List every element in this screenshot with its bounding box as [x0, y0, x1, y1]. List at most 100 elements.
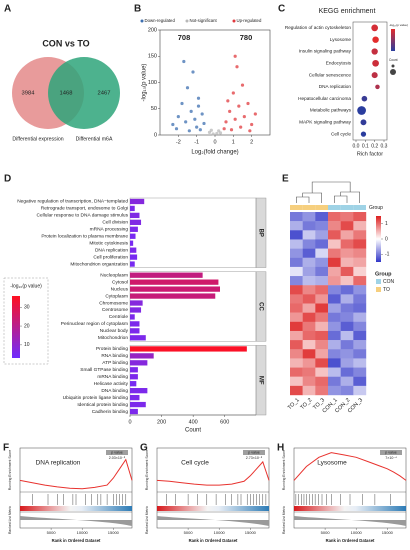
x-tick-label: 0.1: [362, 143, 369, 149]
category-label: Cell proliferation: [93, 254, 128, 260]
panel-label: F: [3, 443, 9, 454]
heatmap-cell: [315, 221, 329, 231]
bar: [130, 394, 140, 401]
bar: [130, 346, 247, 352]
point: [211, 132, 215, 136]
x-axis-title: Count: [185, 428, 201, 434]
heatmap-cell: [353, 239, 367, 249]
heatmap-cell: [328, 312, 341, 322]
heatmap-cell: [353, 367, 367, 377]
plot-frame: [293, 447, 407, 529]
heatmap-cell: [328, 330, 341, 341]
heatmap-cell: [302, 303, 316, 313]
point: [176, 115, 180, 119]
category-label: Lysosome: [330, 37, 352, 42]
category-label: Protein binding: [96, 346, 128, 352]
category-label: Ubiquitin protein ligase binding: [63, 395, 129, 401]
x-tick-label: 0.2: [371, 143, 378, 149]
heatmap-cell: [315, 239, 329, 249]
y-axis-title: -log₁₀(p value): [142, 64, 148, 102]
category-label: Chromosome: [99, 300, 128, 306]
series-count: 708: [178, 33, 191, 42]
heatmap-cell: [290, 349, 303, 359]
point: [217, 129, 221, 133]
heatmap-cell: [290, 367, 303, 377]
x-tick-label: 10000: [214, 530, 226, 535]
heatmap-cell: [302, 285, 316, 295]
rank-strip: [157, 506, 269, 511]
heatmap-cell: [290, 358, 303, 368]
heatmap-cell: [328, 340, 341, 350]
point: [189, 109, 193, 113]
heatmap-cell: [353, 340, 367, 350]
heatmap-cell: [315, 376, 329, 387]
rank-metric: [20, 516, 132, 526]
venn-count: 2467: [98, 91, 111, 97]
category-label: Cell cycle: [331, 131, 351, 136]
legend-swatch: [232, 19, 236, 23]
heatmap-cell: [302, 276, 316, 286]
heatmap-cell: [340, 330, 354, 341]
heatmap-cell: [328, 257, 341, 268]
x-tick-label: 15000: [245, 530, 257, 535]
point: [228, 109, 232, 113]
point: [224, 120, 228, 124]
y-axis-title: Running Enrichment Score: [8, 450, 12, 491]
heatmap-cell: [302, 257, 316, 268]
panel-label: E: [282, 174, 289, 185]
color-legend-bar: [12, 296, 20, 358]
bar: [130, 205, 135, 212]
heatmap-cell: [315, 276, 329, 286]
heatmap-cell: [353, 212, 367, 222]
heatmap-cell: [290, 340, 303, 350]
plot-frame: [159, 29, 271, 136]
legend-label: TO: [383, 287, 390, 293]
bar: [130, 381, 137, 387]
point: [180, 101, 184, 106]
heatmap-cell: [328, 285, 341, 295]
legend-swatch: [185, 19, 189, 23]
x-tick-label: 10000: [351, 530, 363, 535]
heatmap-cell: [315, 303, 329, 313]
heatmap-cell: [353, 276, 367, 286]
point: [233, 117, 237, 121]
heatmap-cell: [353, 321, 367, 332]
metric-axis-title: Ranked List Metric: [282, 506, 286, 534]
bar: [130, 198, 145, 205]
heatmap-cell: [290, 303, 303, 313]
p-value-label: p value: [111, 451, 123, 455]
heatmap-cell: [340, 303, 354, 313]
x-axis-title: Rank in Ordered Dataset: [189, 538, 238, 543]
p-value-label: p value: [248, 451, 260, 455]
category-label: RNA binding: [101, 353, 128, 359]
bar: [130, 335, 146, 341]
heatmap-cell: [315, 312, 329, 322]
y-axis-title: Running Enrichment Score: [282, 450, 286, 491]
group-annotation: [290, 205, 303, 210]
enrichment-curve: [156, 460, 270, 486]
category-label: mRNA binding: [97, 374, 128, 380]
x-tick-label: 0.3: [381, 143, 388, 149]
heatmap-cell: [315, 230, 329, 240]
p-value-box: [106, 450, 128, 455]
gsea-title: Cell cycle: [181, 460, 209, 467]
heatmap-cell: [328, 385, 341, 396]
point: [209, 128, 213, 132]
heatmap-cell: [328, 358, 341, 368]
heatmap-cell: [328, 276, 341, 286]
heatmap-cell: [328, 321, 341, 332]
y-tick-label: 150: [148, 54, 157, 60]
heatmap-cell: [290, 221, 303, 231]
group-label: CC: [257, 302, 263, 311]
heatmap-cell: [340, 266, 354, 277]
y-tick-label: 200: [148, 27, 157, 33]
plot-frame: [156, 447, 270, 529]
venn-title: CON vs TO: [42, 38, 89, 48]
p-value: 7×10⁻⁴: [385, 456, 397, 460]
heatmap-cell: [315, 349, 329, 359]
point: [233, 54, 237, 58]
category-label: Perinuclear region of cytoplasm: [61, 321, 128, 327]
bar: [130, 219, 142, 225]
heatmap-cell: [290, 385, 303, 396]
